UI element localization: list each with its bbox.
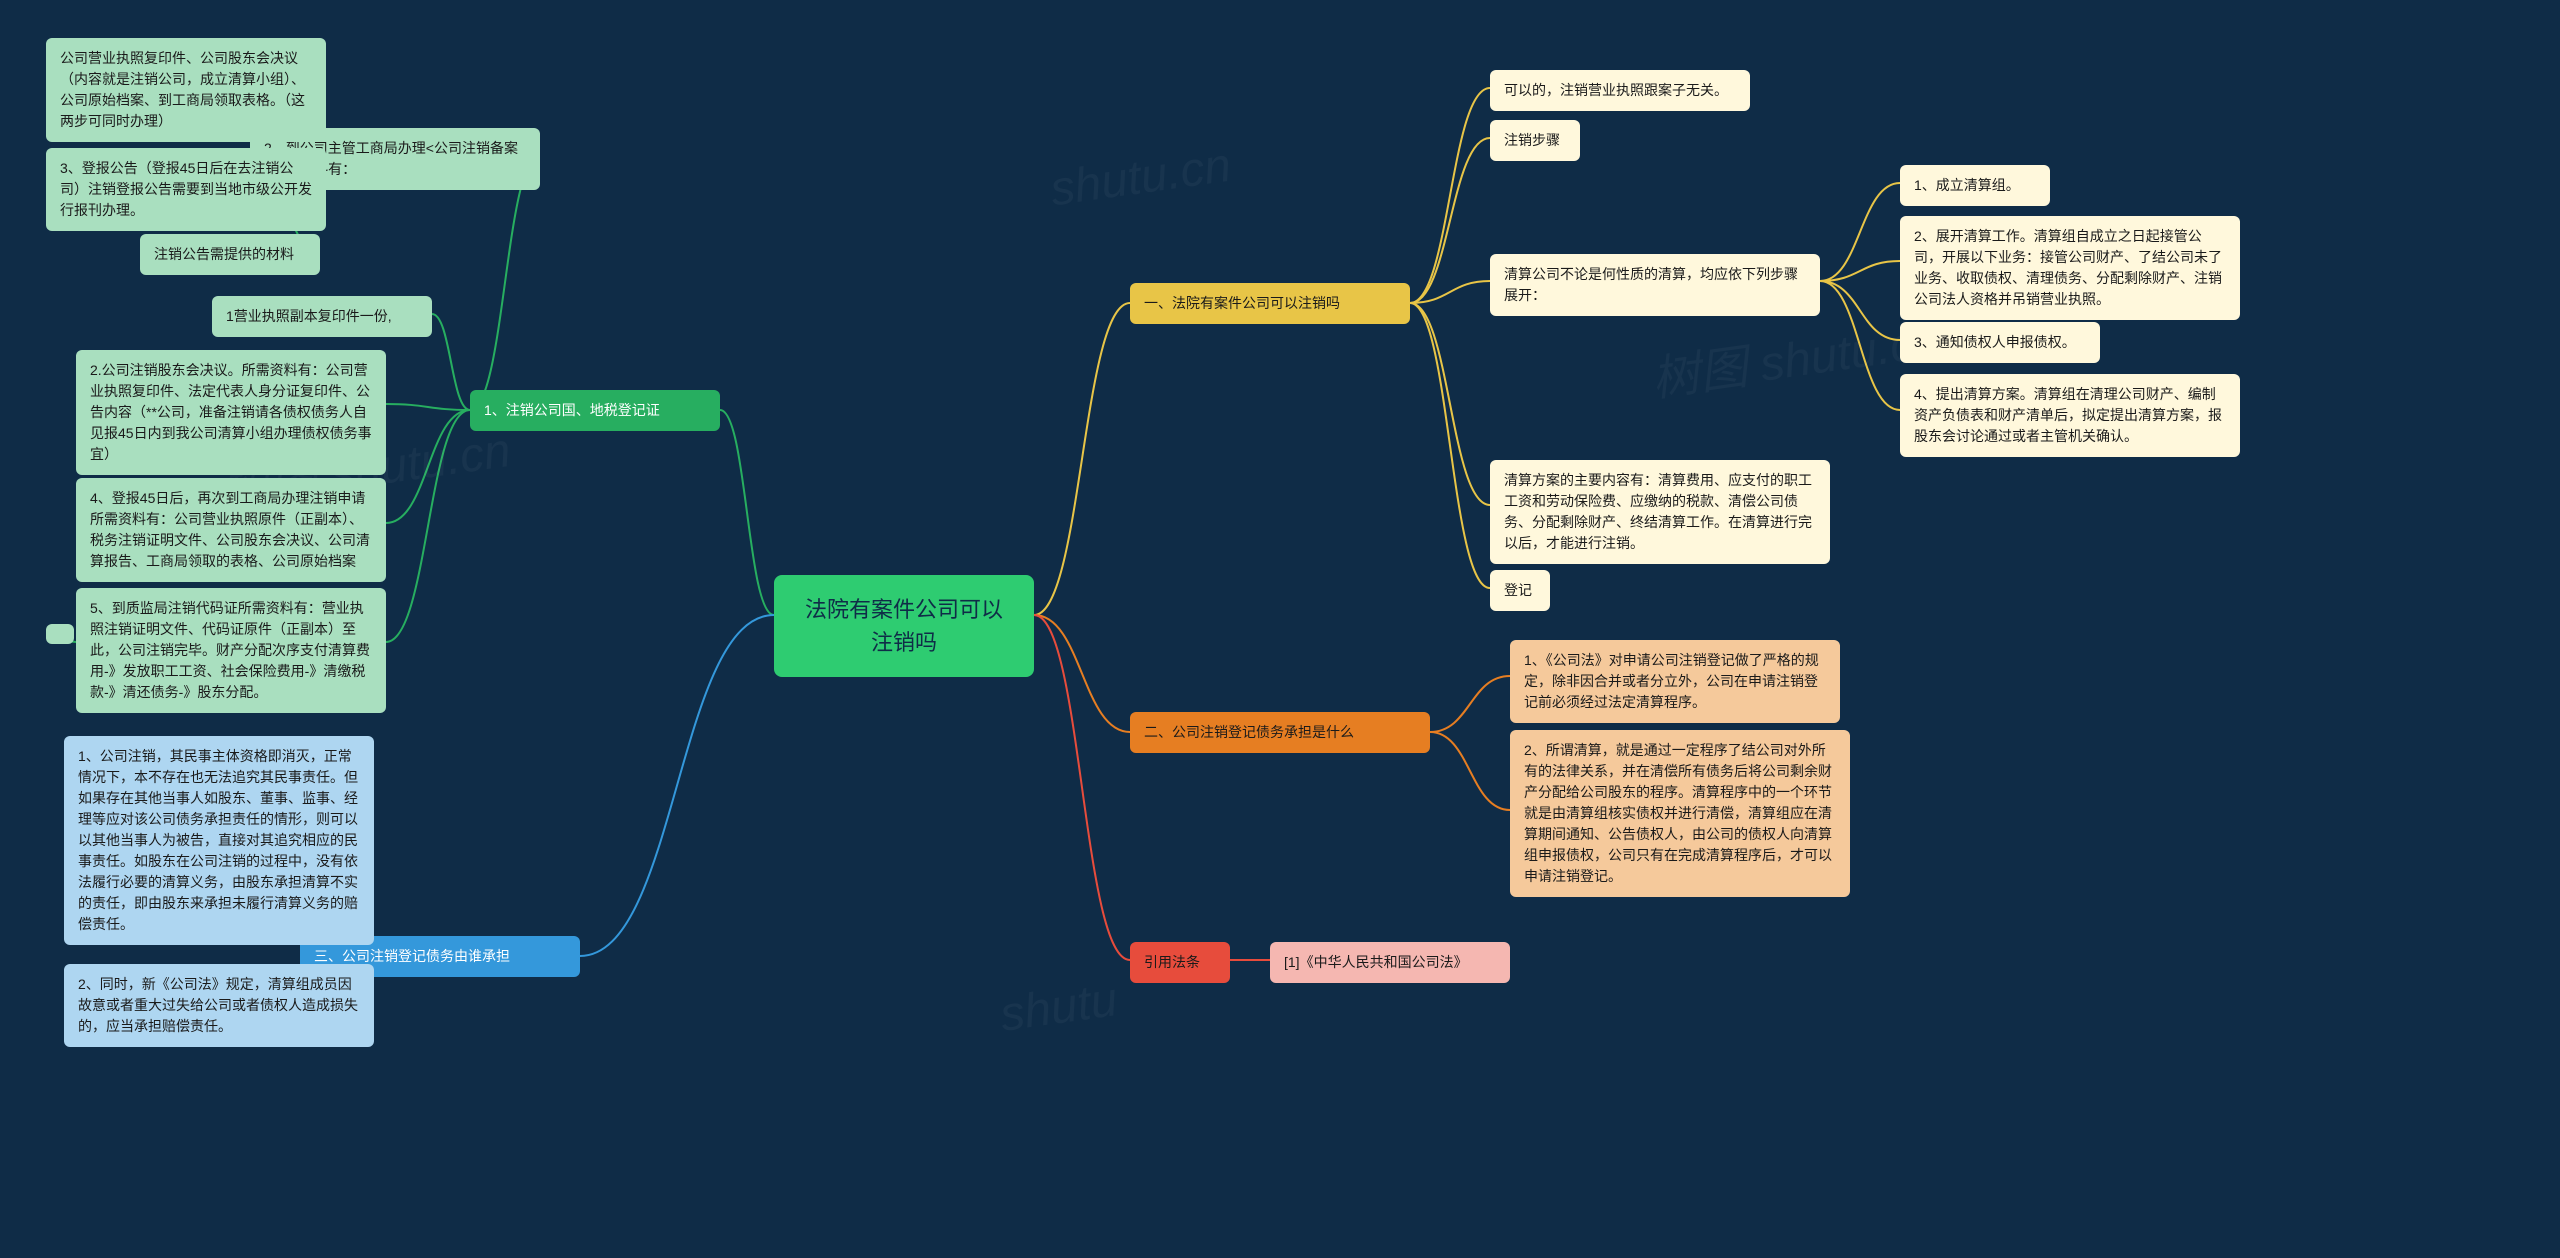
mindmap-node[interactable]: 可以的，注销营业执照跟案子无关。 — [1490, 70, 1750, 111]
connector-line — [432, 314, 470, 410]
mindmap-node[interactable]: 5、到质监局注销代码证所需资料有：营业执照注销证明文件、代码证原件（正副本）至此… — [76, 588, 386, 713]
connector-line — [386, 404, 470, 410]
mindmap-node[interactable]: 4、登报45日后，再次到工商局办理注销申请所需资料有：公司营业执照原件（正副本）… — [76, 478, 386, 582]
mindmap-node[interactable]: 3、通知债权人申报债权。 — [1900, 322, 2100, 363]
mindmap-node[interactable]: 1、《公司法》对申请公司注销登记做了严格的规定，除非因合并或者分立外，公司在申请… — [1510, 640, 1840, 723]
connector-line — [470, 155, 540, 410]
mindmap-node[interactable]: 清算方案的主要内容有：清算费用、应支付的职工工资和劳动保险费、应缴纳的税款、清偿… — [1490, 460, 1830, 564]
mindmap-node[interactable]: 4、提出清算方案。清算组在清理公司财产、编制资产负债表和财产清单后，拟定提出清算… — [1900, 374, 2240, 457]
mindmap-node[interactable]: 1、注销公司国、地税登记证 — [470, 390, 720, 431]
mindmap-node[interactable]: 引用法条 — [1130, 942, 1230, 983]
mindmap-node[interactable]: 2、展开清算工作。清算组自成立之日起接管公司，开展以下业务：接管公司财产、了结公… — [1900, 216, 2240, 320]
mindmap-node[interactable]: 2、所谓清算，就是通过一定程序了结公司对外所有的法律关系，并在清偿所有债务后将公… — [1510, 730, 1850, 897]
mindmap-node[interactable]: 1、成立清算组。 — [1900, 165, 2050, 206]
connector-line — [1430, 676, 1510, 732]
connector-line — [1410, 88, 1490, 303]
connector-line — [1820, 281, 1900, 410]
connector-line — [386, 410, 470, 642]
watermark: shutu.cn — [1047, 138, 1234, 218]
mindmap-node[interactable]: 3、登报公告（登报45日后在去注销公司）注销登报公告需要到当地市级公开发行报刊办… — [46, 148, 326, 231]
connector-line — [1820, 281, 1900, 340]
connector-line — [1430, 732, 1510, 810]
connector-line — [1820, 261, 1900, 281]
connector-line — [720, 410, 774, 615]
mindmap-node[interactable]: 登记 — [1490, 570, 1550, 611]
connector-line — [386, 410, 470, 523]
mindmap-node[interactable]: 注销公告需提供的材料 — [140, 234, 320, 275]
mindmap-node[interactable]: 一、法院有案件公司可以注销吗 — [1130, 283, 1410, 324]
mindmap-node[interactable]: 公司营业执照复印件、公司股东会决议（内容就是注销公司，成立清算小组）、公司原始档… — [46, 38, 326, 142]
mindmap-node[interactable]: [1]《中华人民共和国公司法》 — [1270, 942, 1510, 983]
watermark: shutu — [997, 972, 1121, 1043]
mindmap-node[interactable]: 1营业执照副本复印件一份, — [212, 296, 432, 337]
connector-line — [1034, 615, 1130, 960]
mindmap-node[interactable]: 清算公司不论是何性质的清算，均应依下列步骤展开： — [1490, 254, 1820, 316]
connector-line — [1034, 303, 1130, 615]
mindmap-node[interactable]: 2.公司注销股东会决议。所需资料有：公司营业执照复印件、法定代表人身分证复印件、… — [76, 350, 386, 475]
connector-line — [580, 615, 774, 956]
connector-line — [1820, 183, 1900, 281]
connector-line — [1034, 615, 1130, 732]
mindmap-node[interactable]: 二、公司注销登记债务承担是什么 — [1130, 712, 1430, 753]
mindmap-node[interactable]: 1、公司注销，其民事主体资格即消灭，正常情况下，本不存在也无法追究其民事责任。但… — [64, 736, 374, 945]
mindmap-node[interactable] — [46, 624, 74, 644]
connector-line — [1410, 303, 1490, 505]
connector-line — [1410, 281, 1490, 303]
mindmap-node[interactable]: 注销步骤 — [1490, 120, 1580, 161]
connector-line — [1410, 138, 1490, 303]
mindmap-node[interactable]: 2、同时，新《公司法》规定，清算组成员因故意或者重大过失给公司或者债权人造成损失… — [64, 964, 374, 1047]
connector-line — [1410, 303, 1490, 588]
root-node[interactable]: 法院有案件公司可以注销吗 — [774, 575, 1034, 677]
